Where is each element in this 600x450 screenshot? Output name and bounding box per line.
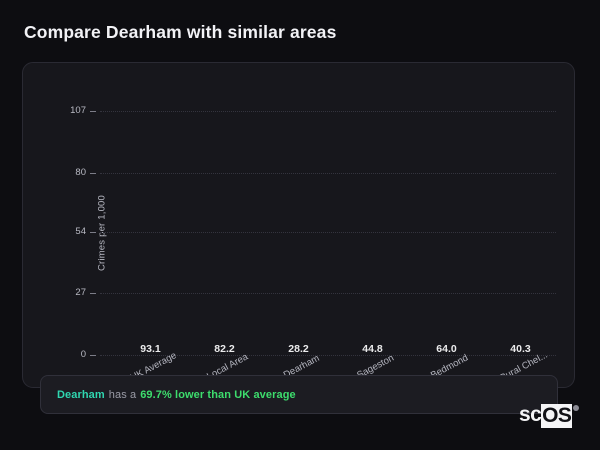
logo-prefix: sc bbox=[519, 403, 542, 426]
tick-dash-107 bbox=[90, 111, 96, 112]
y-tick-label-0: 0 bbox=[80, 349, 86, 360]
bar-value-bedmond: 64.0 bbox=[436, 343, 457, 355]
gridline-27: 27 bbox=[75, 287, 556, 298]
gridline-0: 0 bbox=[81, 349, 556, 360]
tick-dash-27 bbox=[90, 293, 96, 295]
callout-area-name: Dearham bbox=[57, 388, 105, 401]
bar-value-rural-chel: 40.3 bbox=[510, 343, 531, 355]
tick-dash-0 bbox=[90, 355, 96, 356]
gridline-107: 107 bbox=[70, 105, 556, 116]
comparison-callout: Dearham has a 69.7% lower than UK averag… bbox=[40, 375, 558, 414]
callout-connector: has a bbox=[108, 388, 137, 401]
callout-statistic: 69.7% lower than UK average bbox=[140, 388, 296, 401]
bar-chart: Crimes per 1,000 107 80 54 27 0 bbox=[23, 63, 576, 389]
bar-value-local-area: 82.2 bbox=[214, 343, 235, 355]
bar-value-dearham: 28.2 bbox=[288, 343, 309, 355]
y-tick-label-107: 107 bbox=[70, 105, 86, 116]
tick-dash-80 bbox=[90, 172, 96, 174]
gridline-80: 80 bbox=[75, 167, 556, 178]
bar-value-uk-average: 93.1 bbox=[140, 343, 161, 355]
chart-plot-area: Crimes per 1,000 107 80 54 27 0 bbox=[70, 105, 556, 384]
page-title: Compare Dearham with similar areas bbox=[24, 22, 337, 42]
tick-dash-54 bbox=[90, 231, 96, 233]
gridline-54: 54 bbox=[75, 226, 556, 237]
y-tick-label-27: 27 bbox=[75, 287, 86, 299]
registered-dot-icon bbox=[573, 405, 580, 411]
comparison-card: Crimes per 1,000 107 80 54 27 0 bbox=[22, 62, 575, 388]
logo-highlight: OS bbox=[541, 404, 573, 428]
y-tick-label-54: 54 bbox=[75, 225, 86, 237]
bar-series: 93.1 UK Average 82.2 Local Area 28.2 Dea… bbox=[100, 111, 556, 384]
scos-logo: sc OS bbox=[519, 403, 580, 428]
y-tick-label-80: 80 bbox=[75, 166, 86, 178]
bar-value-sageston: 44.8 bbox=[362, 343, 383, 355]
